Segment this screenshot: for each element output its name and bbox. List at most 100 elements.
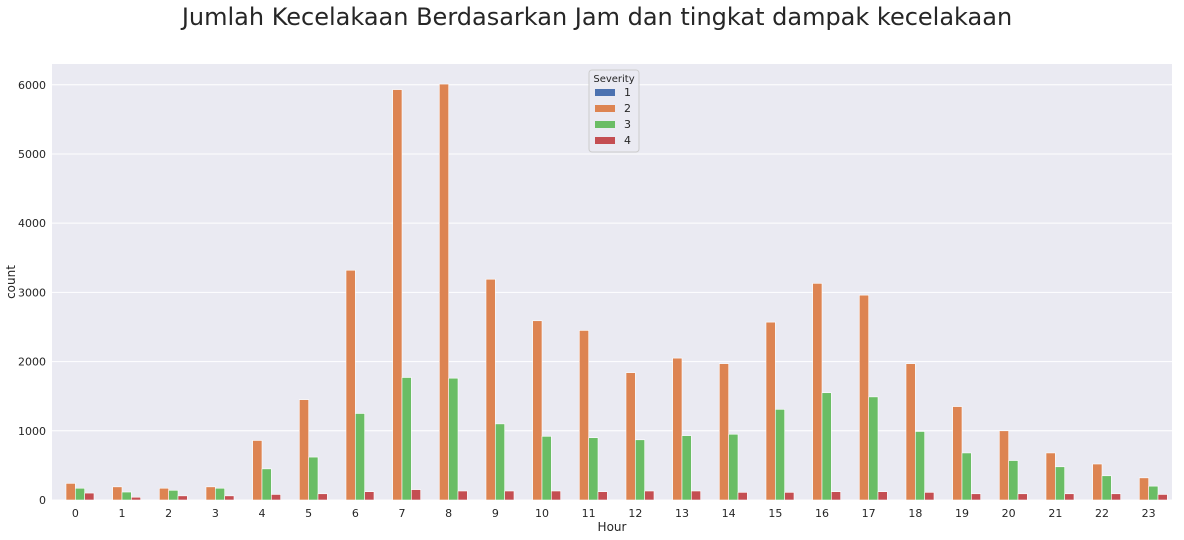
bar-hour-3-severity-4	[225, 496, 234, 500]
bar-hour-16-severity-3	[822, 393, 831, 500]
bar-hour-1-severity-2	[113, 487, 122, 500]
bar-hour-5-severity-2	[299, 400, 308, 500]
legend-label-severity-4: 4	[624, 134, 631, 147]
legend-title: Severity	[593, 74, 634, 85]
bar-hour-19-severity-3	[962, 453, 971, 500]
bar-hour-12-severity-2	[626, 373, 635, 500]
bar-hour-3-severity-2	[206, 487, 215, 500]
bar-hour-12-severity-3	[635, 440, 644, 500]
bar-hour-23-severity-3	[1149, 486, 1158, 500]
x-tick-label: 1	[119, 507, 126, 520]
bar-hour-18-severity-3	[915, 431, 924, 500]
x-tick-label: 10	[535, 507, 549, 520]
bar-hour-4-severity-3	[262, 469, 271, 500]
bar-hour-22-severity-3	[1102, 476, 1111, 500]
bar-hour-15-severity-4	[785, 492, 794, 500]
legend-label-severity-3: 3	[624, 118, 631, 131]
bar-hour-16-severity-2	[813, 283, 822, 500]
legend-swatch-severity-1	[595, 89, 615, 96]
x-tick-label: 6	[352, 507, 359, 520]
x-tick-label: 2	[165, 507, 172, 520]
bar-hour-0-severity-4	[85, 493, 94, 500]
bar-hour-7-severity-2	[393, 90, 402, 500]
y-tick-label: 4000	[18, 217, 46, 230]
bar-hour-6-severity-2	[346, 270, 355, 500]
x-tick-label: 7	[399, 507, 406, 520]
y-axis-label: count	[4, 265, 18, 299]
x-tick-label: 19	[955, 507, 969, 520]
bar-hour-1-severity-4	[131, 497, 140, 500]
bar-hour-18-severity-2	[906, 364, 915, 500]
bar-hour-17-severity-2	[859, 295, 868, 500]
bar-hour-12-severity-4	[645, 491, 654, 500]
bar-hour-17-severity-3	[869, 397, 878, 500]
bar-hour-13-severity-4	[691, 491, 700, 500]
x-tick-label: 15	[768, 507, 782, 520]
x-tick-label: 5	[305, 507, 312, 520]
bar-hour-4-severity-4	[271, 494, 280, 500]
bar-hour-15-severity-3	[775, 409, 784, 500]
bar-hour-10-severity-3	[542, 436, 551, 500]
bar-hour-23-severity-4	[1158, 494, 1167, 500]
bar-hour-14-severity-2	[719, 364, 728, 500]
bar-hour-15-severity-2	[766, 322, 775, 500]
bar-hour-5-severity-4	[318, 494, 327, 500]
x-tick-label: 9	[492, 507, 499, 520]
bar-hour-8-severity-3	[449, 378, 458, 500]
y-tick-label: 3000	[18, 286, 46, 299]
bar-hour-1-severity-3	[122, 492, 131, 500]
y-tick-label: 0	[39, 494, 46, 507]
bar-hour-21-severity-4	[1065, 494, 1074, 500]
bar-hour-9-severity-4	[505, 491, 514, 500]
x-tick-label: 21	[1048, 507, 1062, 520]
bar-hour-0-severity-3	[75, 488, 84, 500]
y-tick-label: 6000	[18, 79, 46, 92]
bar-hour-19-severity-4	[971, 494, 980, 500]
bar-hour-10-severity-4	[551, 491, 560, 500]
bar-hour-13-severity-2	[673, 358, 682, 500]
bar-hour-7-severity-3	[402, 378, 411, 500]
bar-hour-4-severity-2	[253, 440, 262, 500]
legend-swatch-severity-3	[595, 121, 615, 128]
bar-hour-18-severity-4	[925, 492, 934, 500]
x-tick-label: 0	[72, 507, 79, 520]
x-tick-label: 20	[1002, 507, 1016, 520]
x-tick-label: 8	[445, 507, 452, 520]
x-tick-label: 22	[1095, 507, 1109, 520]
bar-hour-2-severity-3	[169, 490, 178, 500]
bar-hour-8-severity-4	[458, 491, 467, 500]
y-tick-label: 1000	[18, 425, 46, 438]
x-tick-label: 13	[675, 507, 689, 520]
bar-hour-2-severity-2	[159, 488, 168, 500]
x-tick-label: 17	[862, 507, 876, 520]
legend-swatch-severity-2	[595, 105, 615, 112]
y-tick-label: 5000	[18, 148, 46, 161]
bar-hour-11-severity-2	[579, 330, 588, 500]
bar-hour-6-severity-4	[365, 492, 374, 500]
bar-hour-11-severity-3	[589, 438, 598, 500]
bar-hour-20-severity-3	[1009, 461, 1018, 500]
bar-hour-14-severity-3	[729, 434, 738, 500]
bar-hour-11-severity-4	[598, 492, 607, 500]
bar-hour-17-severity-4	[878, 492, 887, 500]
bar-hour-19-severity-2	[953, 407, 962, 500]
x-tick-label: 12	[628, 507, 642, 520]
bar-hour-10-severity-2	[533, 321, 542, 500]
bar-hour-3-severity-3	[215, 488, 224, 500]
bar-hour-16-severity-4	[831, 492, 840, 500]
bar-hour-20-severity-4	[1018, 494, 1027, 500]
bar-hour-20-severity-2	[999, 431, 1008, 500]
bar-hour-9-severity-2	[486, 279, 495, 500]
x-tick-label: 14	[722, 507, 736, 520]
y-tick-label: 2000	[18, 356, 46, 369]
bar-hour-2-severity-4	[178, 496, 187, 500]
chart-title: Jumlah Kecelakaan Berdasarkan Jam dan ti…	[180, 3, 1012, 31]
bar-hour-0-severity-2	[66, 483, 75, 500]
x-tick-label: 11	[582, 507, 596, 520]
bar-hour-14-severity-4	[738, 492, 747, 500]
x-tick-label: 16	[815, 507, 829, 520]
bar-hour-8-severity-2	[439, 84, 448, 500]
bar-hour-21-severity-2	[1046, 453, 1055, 500]
